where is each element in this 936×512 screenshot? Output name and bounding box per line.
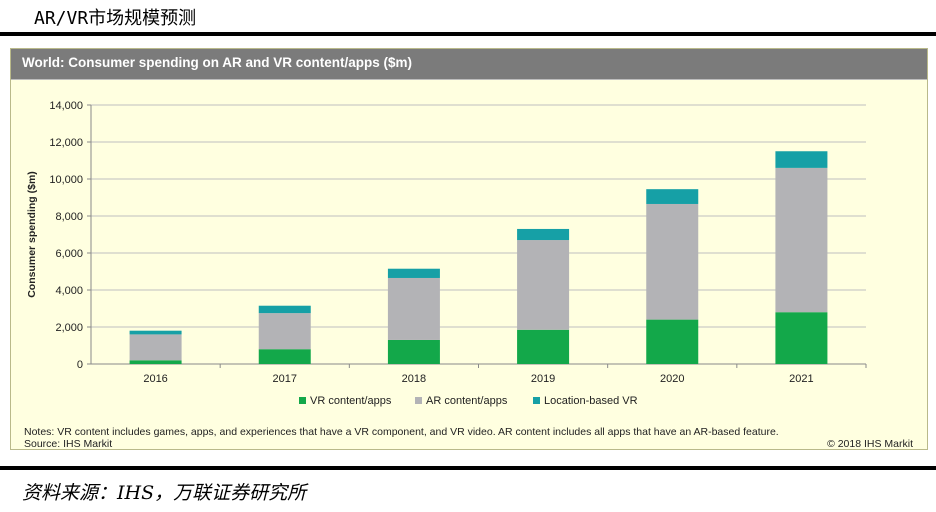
- x-tick-label: 2018: [402, 373, 426, 385]
- chart-notes: Notes: VR content includes games, apps, …: [24, 426, 779, 450]
- legend-swatch: [415, 397, 422, 404]
- source-line: Source: IHS Markit: [24, 438, 113, 450]
- y-tick-label: 2,000: [55, 322, 83, 334]
- bar-segment: [387, 277, 440, 340]
- x-tick-label: 2016: [143, 373, 167, 385]
- bar-segment: [129, 360, 182, 364]
- bar-segment: [129, 330, 182, 335]
- bar-segment: [646, 189, 699, 204]
- y-tick-label: 14,000: [49, 100, 83, 112]
- bar-segment: [258, 313, 311, 350]
- legend-label: Location-based VR: [544, 395, 638, 407]
- panel-header: World: Consumer spending on AR and VR co…: [11, 49, 927, 80]
- legend-label: VR content/apps: [310, 395, 392, 407]
- bar-segment: [258, 305, 311, 314]
- source-caption: 资料来源：IHS，万联证券研究所: [22, 482, 307, 504]
- y-tick-label: 10,000: [49, 174, 83, 186]
- bar-segment: [258, 349, 311, 364]
- copyright-text: © 2018 IHS Markit: [827, 438, 913, 450]
- panel-title: World: Consumer spending on AR and VR co…: [22, 55, 413, 70]
- y-tick-label: 4,000: [55, 285, 83, 297]
- bar-segment: [646, 319, 699, 364]
- legend-swatch: [533, 397, 540, 404]
- x-tick-label: 2019: [531, 373, 555, 385]
- legend-label: AR content/apps: [426, 395, 508, 407]
- bar-segment: [387, 339, 440, 364]
- y-tick-label: 0: [77, 359, 83, 371]
- x-tick-label: 2017: [273, 373, 297, 385]
- bar-segment: [517, 240, 570, 330]
- bar-segment: [775, 167, 828, 313]
- x-tick-label: 2021: [789, 373, 813, 385]
- x-tick-label: 2020: [660, 373, 684, 385]
- notes-line: Notes: VR content includes games, apps, …: [24, 426, 779, 438]
- top-divider: [0, 32, 936, 36]
- bar-segment: [517, 329, 570, 364]
- report-title: AR/VR市场规模预测: [34, 8, 197, 29]
- bottom-divider: [0, 466, 936, 470]
- y-tick-label: 8,000: [55, 211, 83, 223]
- bar-segment: [775, 151, 828, 168]
- y-tick-label: 6,000: [55, 248, 83, 260]
- y-axis-label: Consumer spending ($m): [26, 171, 38, 298]
- bar-segment: [387, 268, 440, 278]
- legend-swatch: [299, 397, 306, 404]
- bar-segment: [646, 203, 699, 320]
- y-tick-label: 12,000: [49, 137, 83, 149]
- bar-segment: [775, 312, 828, 364]
- chart-panel: World: Consumer spending on AR and VR co…: [10, 48, 928, 450]
- bar-segment: [517, 228, 570, 241]
- bar-segment: [129, 334, 182, 361]
- stacked-bar-chart: 0 2,000 4,000 6,000 8,000 10,000 12,000 14,000 C…: [26, 100, 867, 407]
